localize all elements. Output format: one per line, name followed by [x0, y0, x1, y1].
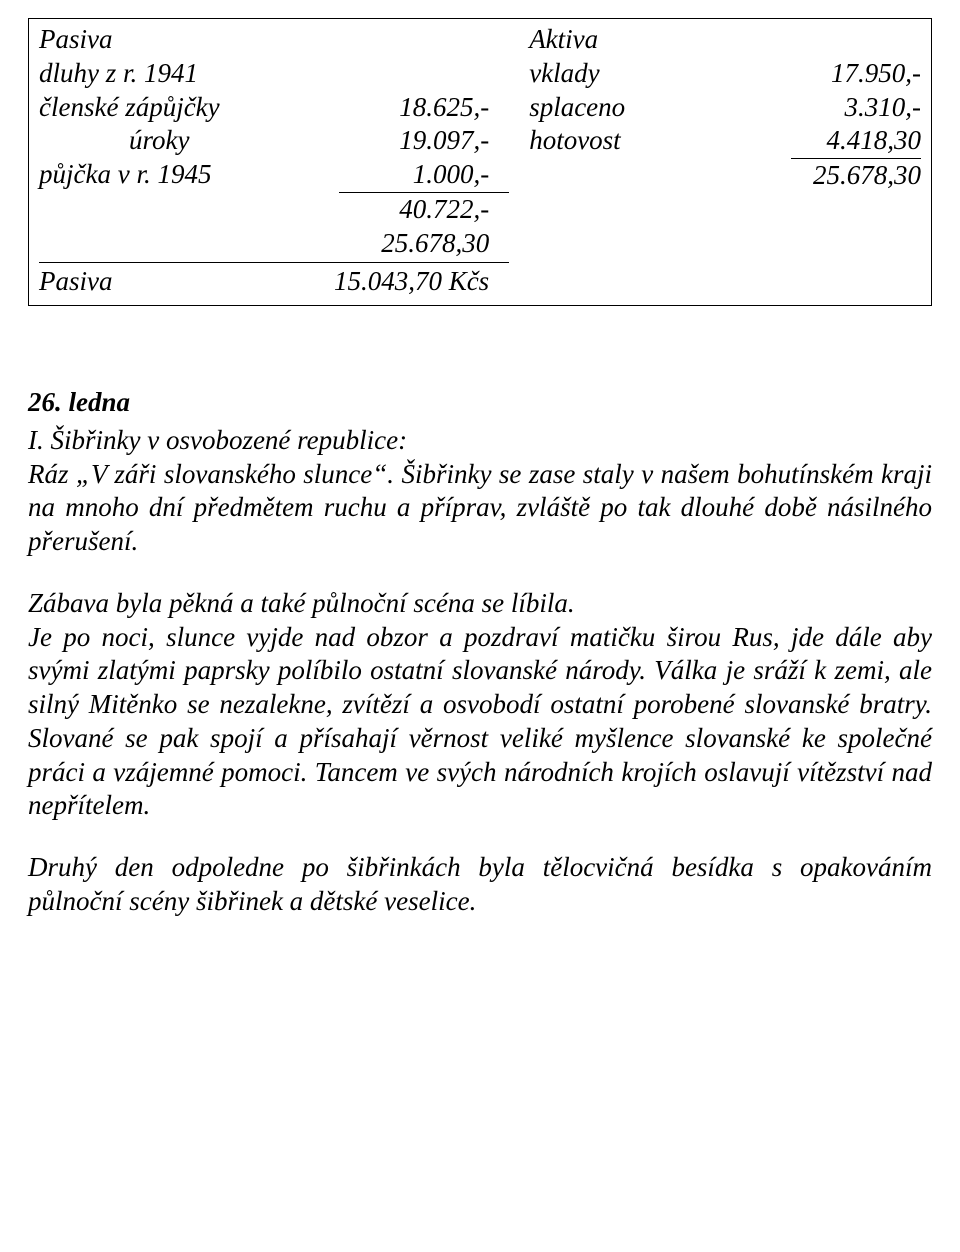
- pasiva-column: Pasiva dluhy z r. 1941 členské zápůjčky1…: [39, 23, 509, 299]
- aktiva-row-label: hotovost: [529, 124, 791, 158]
- pasiva-total-label: Pasiva: [39, 265, 269, 299]
- aktiva-row-value: 17.950,-: [791, 57, 921, 91]
- financial-table: Pasiva dluhy z r. 1941 členské zápůjčky1…: [28, 18, 932, 306]
- pasiva-total-value: 15.043,70 Kčs: [269, 265, 509, 299]
- subheading-1: I. Šibřinky v osvobozené republice:: [28, 425, 407, 455]
- pasiva-row-value: 19.097,-: [319, 124, 509, 158]
- aktiva-row-value: 3.310,-: [791, 91, 921, 125]
- pasiva-row-label: půjčka v r. 1945: [39, 158, 339, 192]
- aktiva-column: Aktiva vklady17.950,- splaceno3.310,- ho…: [509, 23, 921, 299]
- aktiva-row-value: 4.418,30: [791, 124, 921, 159]
- aktiva-row-label: vklady: [529, 57, 791, 91]
- aktiva-row-label: splaceno: [529, 91, 791, 125]
- paragraph-intro: I. Šibřinky v osvobozené republice: Ráz …: [28, 424, 932, 559]
- rule: [39, 262, 509, 263]
- paragraph-2: Zábava byla pěkná a také půlnoční scéna …: [28, 587, 932, 823]
- pasiva-row-label: členské zápůjčky: [39, 91, 319, 125]
- pasiva-row-value: 18.625,-: [319, 91, 509, 125]
- pasiva-row-label: úroky: [39, 124, 319, 158]
- pasiva-row-label: dluhy z r. 1941: [39, 57, 319, 91]
- para3-text: Je po noci, slunce vyjde nad obzor a poz…: [28, 622, 932, 821]
- pasiva-row-value: 40.722,-: [319, 193, 509, 227]
- subheading-2-prefix: Ráz: [28, 459, 76, 489]
- pasiva-row-value: 1.000,-: [339, 158, 509, 193]
- subheading-2-quote: „V záři slovanského slunce“.: [76, 459, 394, 489]
- pasiva-row-value: 25.678,30: [319, 227, 509, 261]
- date-heading: 26. ledna: [28, 386, 932, 420]
- para2-text: Zábava byla pěkná a také půlnoční scéna …: [28, 588, 575, 618]
- aktiva-title: Aktiva: [529, 23, 791, 57]
- aktiva-row-value: 25.678,30: [791, 159, 921, 193]
- paragraph-4: Druhý den odpoledne po šibřinkách byla t…: [28, 851, 932, 919]
- pasiva-title: Pasiva: [39, 23, 319, 57]
